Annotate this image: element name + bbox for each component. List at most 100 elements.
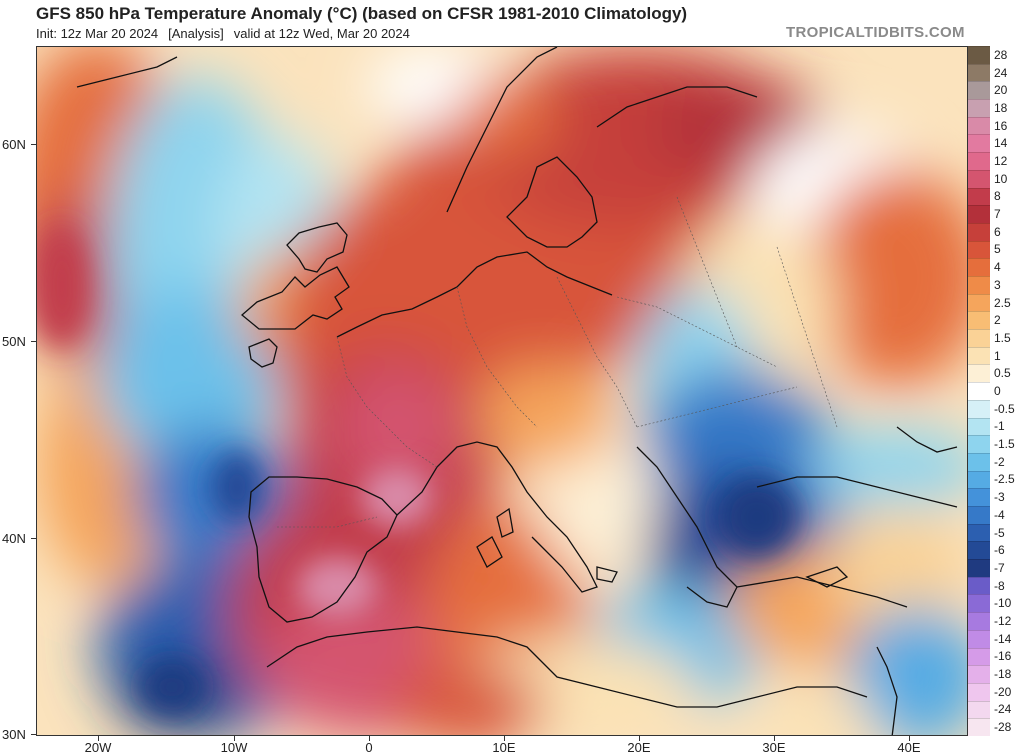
colorbar-label: 7 — [994, 207, 1001, 222]
colorbar-label: 0.5 — [994, 366, 1011, 381]
borders — [277, 196, 838, 528]
colorbar-swatch — [968, 523, 990, 542]
colorbar-label: 24 — [994, 65, 1008, 80]
lat-label-30n: 30N — [2, 727, 26, 742]
colorbar-swatch — [968, 665, 990, 684]
colorbar-label: -18 — [994, 667, 1012, 682]
colorbar-swatch — [968, 329, 990, 348]
colorbar-swatch — [968, 116, 990, 135]
colorbar-swatch — [968, 293, 990, 312]
colorbar-swatch — [968, 576, 990, 595]
lat-label-50n: 50N — [2, 334, 26, 349]
colorbar-swatch — [968, 594, 990, 613]
colorbar-label: 3 — [994, 277, 1001, 292]
lon-label-20w: 20W — [84, 740, 112, 755]
lon-label-0: 0 — [365, 740, 373, 755]
colorbar-swatch — [968, 541, 990, 560]
init-time: Init: 12z Mar 20 2024 — [36, 26, 159, 41]
colorbar-label: 0 — [994, 384, 1001, 398]
lat-label-60n: 60N — [2, 137, 26, 152]
lat-tick — [31, 341, 36, 342]
lon-label-20e: 20E — [627, 740, 651, 755]
colorbar-label: 18 — [994, 100, 1008, 115]
colorbar-label: -0.5 — [994, 401, 1015, 416]
colorbar-swatch — [968, 682, 990, 701]
colorbar-label: -16 — [994, 649, 1012, 664]
colorbar-swatch — [968, 205, 990, 224]
map-title: GFS 850 hPa Temperature Anomaly (°C) (ba… — [36, 4, 688, 23]
colorbar-label: 8 — [994, 189, 1001, 204]
lon-label-10w: 10W — [220, 740, 248, 755]
colorbar-swatch — [968, 152, 990, 171]
lon-tick — [369, 736, 370, 741]
colorbar-swatch — [968, 399, 990, 418]
lat-tick — [31, 734, 36, 735]
colorbar-label: 12 — [994, 154, 1008, 168]
colorbar-label: 5 — [994, 242, 1001, 257]
colorbar-swatch — [968, 718, 990, 737]
colorbar-swatch — [968, 134, 990, 153]
colorbar-label: 1.5 — [994, 330, 1011, 345]
colorbar-label: -3 — [994, 490, 1005, 505]
colorbar-swatch — [968, 452, 990, 471]
lat-label-40n: 40N — [2, 531, 26, 546]
lon-tick — [98, 736, 99, 741]
lon-label-30e: 30E — [762, 740, 786, 755]
colorbar-swatch — [968, 612, 990, 631]
map-subtitle: Init: 12z Mar 20 2024 [Analysis] valid at … — [36, 26, 410, 41]
lon-tick — [909, 736, 910, 741]
colorbar-swatch — [968, 470, 990, 489]
colorbar-swatch — [968, 99, 990, 118]
colorbar-label: -12 — [994, 614, 1012, 628]
lon-label-40e: 40E — [897, 740, 921, 755]
colorbar-swatch — [968, 629, 990, 648]
lon-tick — [234, 736, 235, 741]
colorbar-swatch — [968, 364, 990, 383]
colorbar-label: -24 — [994, 702, 1012, 717]
colorbar-label: -2.5 — [994, 472, 1015, 487]
colorbar-label: -1 — [994, 419, 1005, 434]
site-credit: TROPICALTIDBITS.COM — [786, 24, 965, 41]
lon-label-10e: 10E — [492, 740, 516, 755]
anomaly-map — [36, 46, 968, 736]
colorbar-label: -4 — [994, 507, 1005, 522]
analysis-tag: [Analysis] — [168, 26, 224, 41]
colorbar-swatch — [968, 311, 990, 330]
colorbar-legend: 28 24 20 18 16 14 12 10 8 7 6 5 4 3 2.5 2 1.5 1 0.5 0 -0.5 -1… — [968, 46, 1023, 737]
colorbar-swatch — [968, 169, 990, 188]
valid-time: valid at 12z Wed, Mar 20 2024 — [233, 26, 410, 41]
colorbar-label: 1 — [994, 348, 1001, 363]
colorbar-swatch — [968, 81, 990, 100]
colorbar-swatch — [968, 417, 990, 436]
colorbar-label: -5 — [994, 525, 1005, 540]
lon-tick — [639, 736, 640, 741]
colorbar-swatch — [968, 382, 990, 401]
colorbar-label: -7 — [994, 560, 1005, 575]
colorbar-swatch — [968, 346, 990, 365]
colorbar-swatch — [968, 240, 990, 259]
colorbar-label: -14 — [994, 631, 1012, 646]
colorbar-label: -2 — [994, 454, 1005, 469]
colorbar-swatch — [968, 559, 990, 578]
colorbar-label: -10 — [994, 596, 1012, 611]
colorbar-swatch — [968, 276, 990, 294]
colorbar-label: 28 — [994, 47, 1008, 62]
colorbar-label: 6 — [994, 224, 1001, 239]
colorbar-label: 16 — [994, 118, 1008, 133]
colorbar-swatch — [968, 63, 990, 82]
lon-tick — [774, 736, 775, 741]
colorbar-label: -28 — [994, 720, 1012, 735]
colorbar-swatch — [968, 46, 990, 64]
coastlines — [76, 47, 958, 735]
lon-tick — [504, 736, 505, 741]
colorbar-label: 20 — [994, 83, 1008, 98]
colorbar-swatch — [968, 488, 990, 507]
colorbar-label: 14 — [994, 136, 1008, 151]
colorbar-label: 2.5 — [994, 295, 1011, 310]
colorbar-swatch — [968, 187, 990, 206]
colorbar-label: 4 — [994, 260, 1001, 275]
colorbar-label: 10 — [994, 171, 1008, 186]
lat-tick — [31, 538, 36, 539]
colorbar-swatch — [968, 700, 990, 719]
lat-tick — [31, 144, 36, 145]
